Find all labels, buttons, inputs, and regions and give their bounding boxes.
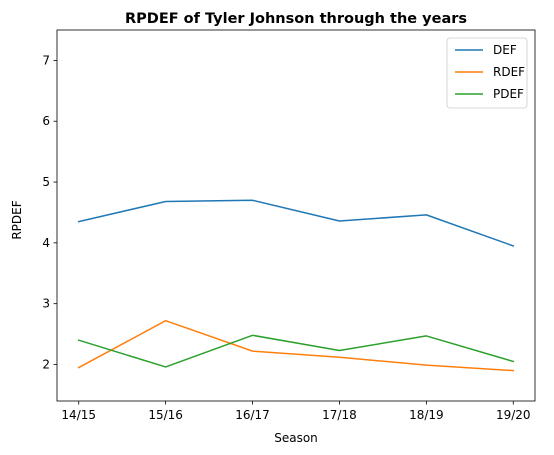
- y-tick-label: 2: [42, 358, 50, 372]
- series-line-rdef: [77, 319, 515, 372]
- series-line-pdef: [77, 334, 515, 368]
- x-tick-label: 16/17: [235, 408, 270, 422]
- y-tick-label: 6: [42, 114, 50, 128]
- legend-label-rdef: RDEF: [493, 65, 525, 79]
- legend-label-pdef: PDEF: [493, 87, 524, 101]
- x-tick-label: 19/20: [496, 408, 531, 422]
- y-tick-label: 5: [42, 175, 50, 189]
- x-tick-label: 14/15: [61, 408, 96, 422]
- legend-box: [446, 37, 528, 109]
- y-tick-label: 4: [42, 236, 50, 250]
- y-axis-label: RPDEF: [10, 200, 24, 239]
- y-tick-label: 3: [42, 297, 50, 311]
- plot-frame: [56, 29, 536, 402]
- x-tick-label: 18/19: [409, 408, 444, 422]
- x-axis-label: Season: [274, 431, 318, 445]
- legend-label-def: DEF: [493, 43, 517, 57]
- y-tick-label: 7: [42, 53, 50, 67]
- chart-title: RPDEF of Tyler Johnson through the years: [125, 11, 467, 27]
- x-tick-label: 17/18: [322, 408, 357, 422]
- series-line-def: [77, 199, 515, 247]
- x-tick-label: 15/16: [148, 408, 183, 422]
